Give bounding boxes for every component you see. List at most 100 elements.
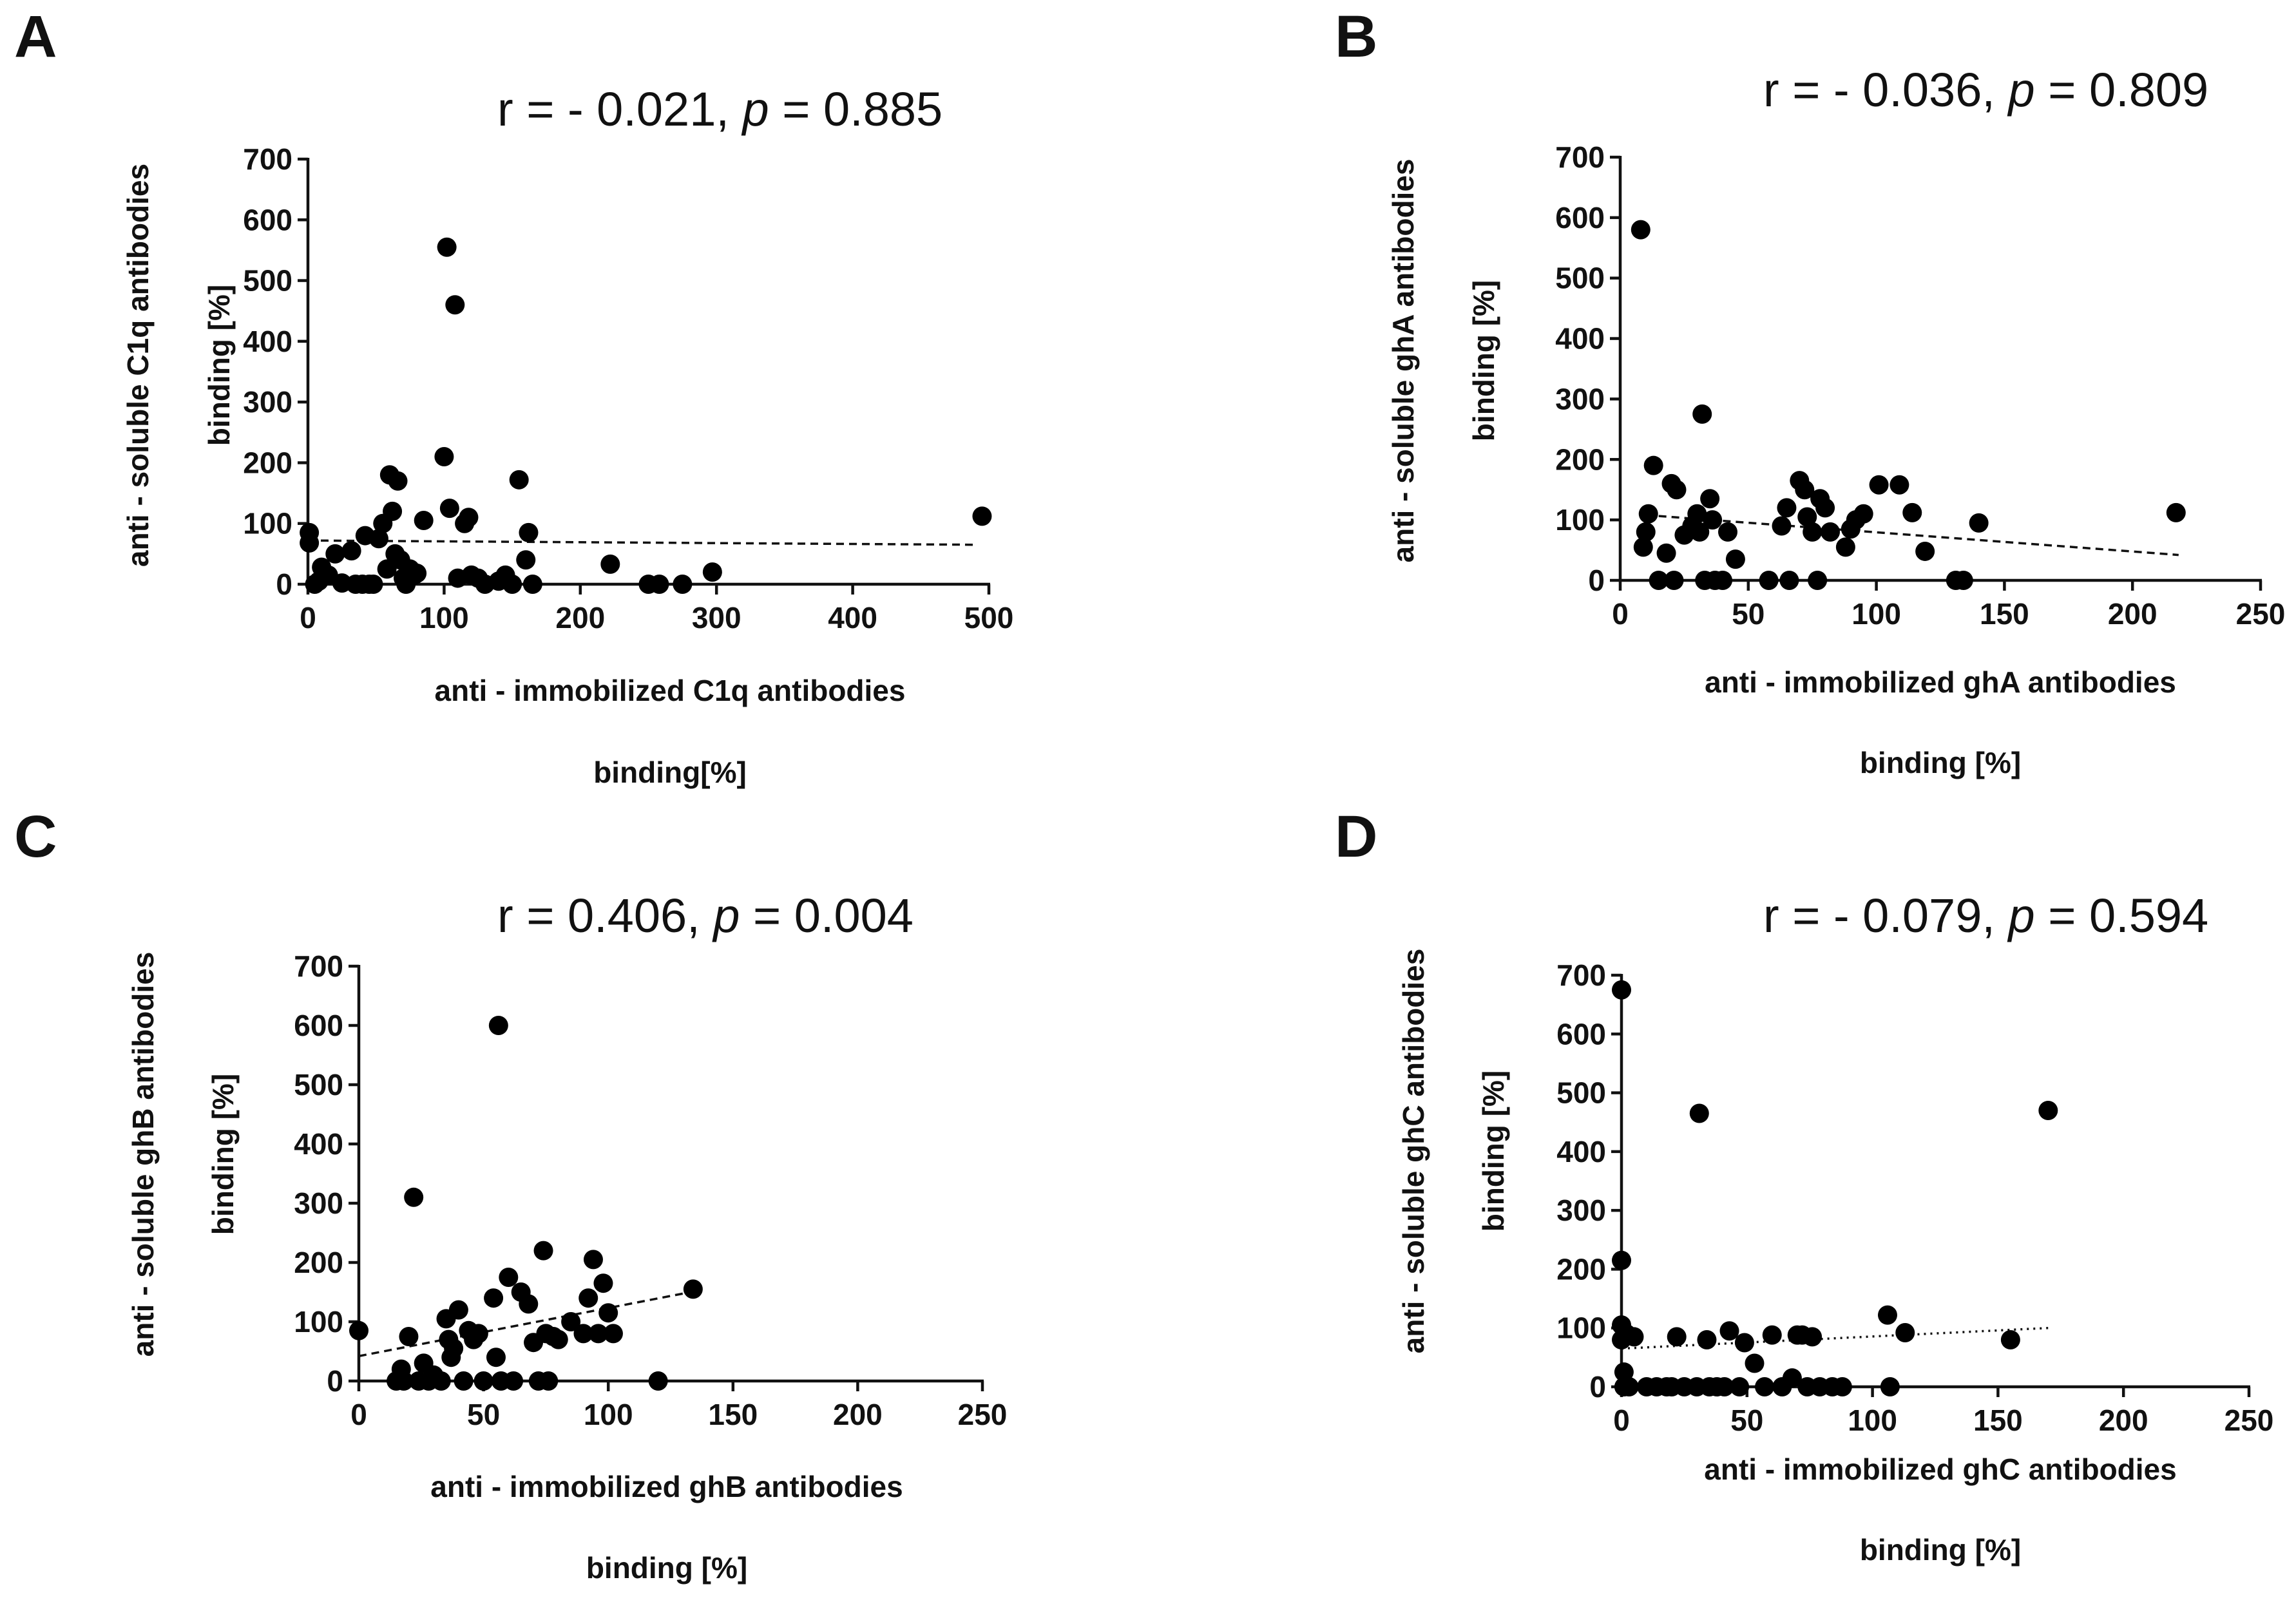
data-point: [431, 1371, 451, 1391]
y-tick-label: 0: [327, 1364, 343, 1398]
data-point: [519, 522, 539, 542]
x-tick-label: 150: [1973, 1404, 2023, 1437]
x-tick-label: 250: [2236, 597, 2286, 631]
data-point: [368, 529, 388, 549]
y-tick-label: 600: [243, 203, 292, 236]
y-tick-label: 500: [1555, 262, 1605, 295]
data-point: [444, 1338, 464, 1358]
data-point: [1902, 502, 1922, 522]
data-point: [583, 1250, 603, 1270]
y-tick-label: 600: [294, 1009, 343, 1042]
data-point: [598, 1303, 618, 1323]
data-point: [516, 550, 536, 570]
correlation-stats: r = - 0.021, p = 0.885: [497, 82, 942, 136]
data-point: [1619, 1377, 1639, 1396]
panel-label: D: [1335, 804, 1377, 870]
data-point: [1853, 504, 1873, 524]
data-point: [1725, 549, 1745, 569]
panel-c: C r = 0.406, p = 0.004 anti - soluble gh…: [0, 800, 1148, 1600]
x-tick-label: 200: [2099, 1404, 2148, 1437]
x-tick-label: 0: [350, 1398, 367, 1431]
regression-line: [1645, 513, 2179, 557]
y-axis-label-line2: binding [%]: [1477, 1071, 1510, 1232]
y-tick-label: 0: [276, 567, 292, 601]
x-axis-label-line1: anti - immobilized ghB antibodies: [430, 1470, 903, 1503]
data-point: [1821, 522, 1841, 542]
data-point: [377, 559, 397, 579]
x-tick-label: 200: [555, 601, 605, 634]
y-tick-label: 300: [1556, 1194, 1606, 1227]
stat-p-value: = 0.885: [769, 82, 943, 136]
x-tick-label: 150: [1980, 597, 2029, 631]
x-tick-label: 150: [708, 1398, 758, 1431]
y-tick-label: 500: [1556, 1076, 1606, 1110]
data-point: [300, 533, 320, 553]
data-point: [1969, 513, 1989, 533]
data-point: [1755, 1377, 1775, 1396]
data-point: [1667, 1327, 1687, 1347]
regression-line: [307, 539, 975, 546]
stat-r: r = - 0.021,: [497, 82, 742, 136]
x-tick-label: 100: [419, 601, 469, 634]
data-point: [445, 295, 465, 315]
data-point: [1636, 522, 1656, 542]
data-point: [468, 1324, 488, 1344]
data-point: [459, 508, 479, 528]
y-tick-label: 500: [294, 1068, 343, 1101]
panel-label: C: [14, 804, 57, 870]
data-point: [448, 1300, 468, 1320]
data-point: [1815, 498, 1835, 518]
x-tick-label: 250: [2224, 1404, 2274, 1437]
y-axis-label-line1: anti - soluble ghA antibodies: [1386, 159, 1420, 563]
data-point: [1638, 504, 1658, 524]
data-point: [499, 1268, 519, 1287]
data-point: [509, 470, 529, 490]
data-point: [383, 501, 403, 521]
x-tick-label: 0: [1612, 597, 1629, 631]
y-tick-label: 200: [294, 1246, 343, 1279]
x-tick-label: 100: [1848, 1404, 1897, 1437]
data-point: [1624, 1327, 1644, 1347]
y-tick-label: 400: [294, 1127, 343, 1161]
data-point: [414, 511, 434, 530]
chart-d: D r = - 0.079, p = 0.594 anti - soluble …: [1335, 804, 2274, 1567]
data-point: [474, 1371, 493, 1391]
y-tick-label: 200: [1556, 1252, 1606, 1286]
data-point: [649, 575, 669, 594]
y-tick-label: 300: [1555, 382, 1605, 415]
data-point: [1649, 571, 1669, 590]
data-point: [1803, 522, 1822, 542]
x-axis-label-line1: anti - immobilized ghC antibodies: [1704, 1452, 2176, 1486]
regression-line: [358, 1291, 691, 1358]
y-axis-label-line2: binding [%]: [202, 285, 236, 446]
data-point: [1762, 1325, 1782, 1345]
stat-p-value: = 0.004: [740, 889, 914, 942]
data-point: [1889, 475, 1909, 495]
data-point: [1612, 1250, 1631, 1270]
x-axis-label-line2: binding[%]: [593, 756, 747, 789]
data-point: [1745, 1353, 1765, 1373]
data-point: [702, 562, 722, 582]
data-point: [1953, 571, 1973, 590]
data-point: [1772, 516, 1792, 536]
y-tick-label: 200: [1555, 443, 1605, 476]
stat-r: r = - 0.079,: [1763, 889, 2008, 942]
y-tick-label: 400: [243, 325, 292, 358]
data-point: [1730, 1377, 1750, 1396]
data-point: [486, 1348, 506, 1367]
x-tick-label: 50: [1730, 1404, 1763, 1437]
data-point: [683, 1279, 703, 1299]
x-axis-label-line1: anti - immobilized C1q antibodies: [435, 674, 906, 707]
data-point: [972, 506, 992, 526]
stat-p-symbol: p: [741, 82, 769, 136]
data-point: [1717, 522, 1737, 542]
y-tick-label: 100: [1555, 503, 1605, 537]
y-tick-label: 300: [294, 1186, 343, 1220]
data-point: [363, 575, 383, 594]
data-point: [1697, 1329, 1717, 1349]
data-point: [539, 1371, 559, 1391]
data-point: [1782, 1368, 1802, 1388]
x-axis-label-line2: binding [%]: [1860, 746, 2021, 779]
correlation-stats: r = - 0.079, p = 0.594: [1763, 889, 2208, 942]
y-axis-label-line2: binding [%]: [1467, 280, 1500, 441]
